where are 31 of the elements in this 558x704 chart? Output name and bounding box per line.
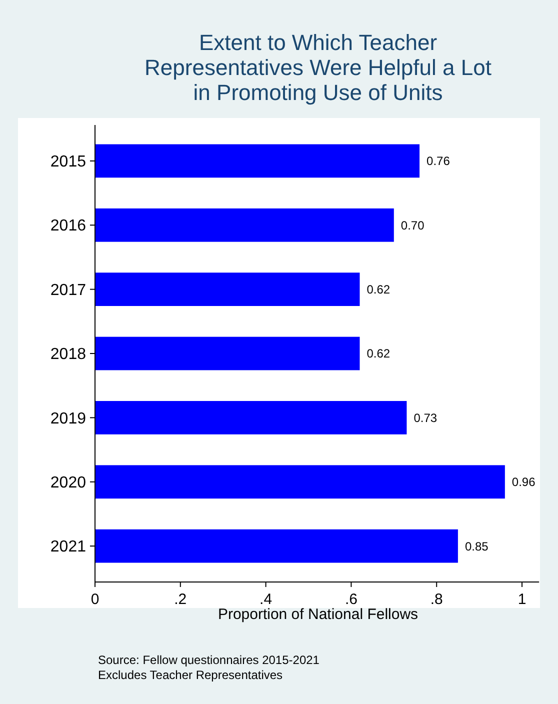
bar	[95, 144, 420, 178]
source-note: Source: Fellow questionnaires 2015-2021	[98, 653, 320, 667]
y-tick-label: 2015	[50, 154, 86, 171]
y-tick-label: 2019	[50, 410, 86, 428]
x-axis-title: Proportion of National Fellows	[218, 606, 418, 623]
data-label: 0.96	[512, 475, 536, 490]
y-tick-label: 2020	[50, 474, 86, 492]
bar	[95, 208, 394, 242]
bar	[95, 336, 360, 370]
data-label: 0.62	[366, 282, 390, 297]
x-tick-label: 1	[518, 591, 526, 608]
x-tick-label: .4	[260, 591, 272, 608]
bar	[95, 465, 505, 499]
x-tick-label: .2	[174, 591, 187, 608]
bar	[95, 400, 407, 434]
data-label: 0.73	[414, 410, 438, 425]
data-label: 0.62	[366, 346, 390, 361]
chart-title: Extent to Which Teacher Representatives Were Helpful a Lot in Promoting Use of Units	[144, 30, 492, 105]
bar	[95, 272, 360, 306]
data-label: 0.85	[464, 539, 489, 554]
y-tick-label: 2016	[50, 218, 86, 235]
x-tick-label: .8	[430, 591, 443, 608]
text: Excludes Teacher Representatives	[98, 668, 283, 682]
x-tick-label: 0	[90, 591, 100, 608]
y-tick-label: 2018	[50, 346, 86, 364]
data-label: 0.70	[400, 218, 425, 232]
data-label: 0.76	[426, 154, 450, 168]
bar	[95, 529, 458, 563]
y-tick-label: 2017	[50, 282, 86, 299]
y-tick-label: 2021	[50, 538, 86, 556]
x-tick-label: .6	[344, 591, 358, 608]
